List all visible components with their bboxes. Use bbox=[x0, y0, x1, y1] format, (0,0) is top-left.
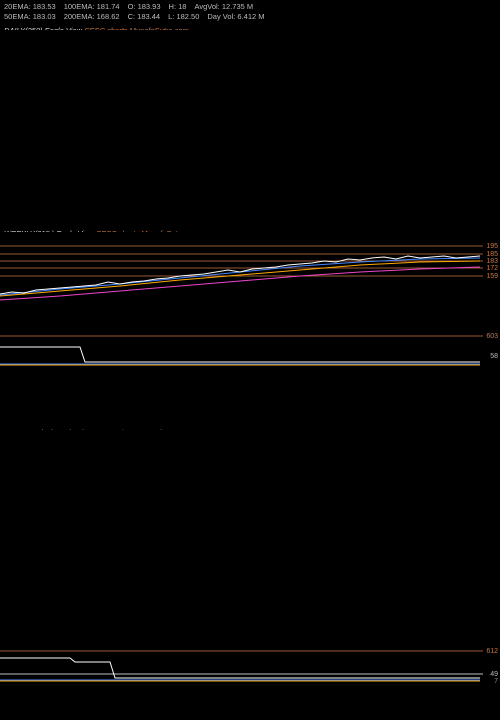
stat-item: C: 183.44 bbox=[128, 12, 161, 22]
y-axis-label: 603 bbox=[486, 333, 498, 340]
y-axis-label: 172 bbox=[486, 265, 498, 272]
stat-item: 200EMA: 168.62 bbox=[64, 12, 120, 22]
chart-svg bbox=[0, 30, 500, 230]
header-stats: 20EMA: 183.53 100EMA: 181.74 O: 183.93 H: 1… bbox=[4, 2, 273, 22]
y-axis-label: 185 bbox=[486, 251, 498, 258]
y-axis-label: 7 bbox=[494, 678, 498, 685]
stat-row-1: 20EMA: 183.53 100EMA: 181.74 O: 183.93 H: 1… bbox=[4, 2, 273, 12]
stat-item: L: 182.50 bbox=[168, 12, 199, 22]
chart-panel: 612 497 bbox=[0, 430, 500, 710]
y-axis-label: 195 bbox=[486, 243, 498, 250]
chart-panel: 195185183172159 603 58 bbox=[0, 232, 500, 402]
chart-panel bbox=[0, 30, 500, 230]
stat-item: H: 18 bbox=[169, 2, 187, 12]
y-axis-label: 58 bbox=[490, 353, 498, 360]
stat-item: 100EMA: 181.74 bbox=[64, 2, 120, 12]
chart-svg bbox=[0, 232, 500, 402]
stat-item: 20EMA: 183.53 bbox=[4, 2, 56, 12]
y-axis-label: 612 bbox=[486, 648, 498, 655]
y-axis-label: 49 bbox=[490, 671, 498, 678]
stat-item: AvgVol: 12.735 M bbox=[194, 2, 253, 12]
y-axis-label: 183 bbox=[486, 258, 498, 265]
stat-item: O: 183.93 bbox=[128, 2, 161, 12]
y-axis-label: 159 bbox=[486, 273, 498, 280]
stat-item: Day Vol: 6.412 M bbox=[207, 12, 264, 22]
stat-row-2: 50EMA: 183.03 200EMA: 168.62 C: 183.44 L: 1… bbox=[4, 12, 273, 22]
stat-item: 50EMA: 183.03 bbox=[4, 12, 56, 22]
chart-svg bbox=[0, 430, 500, 710]
